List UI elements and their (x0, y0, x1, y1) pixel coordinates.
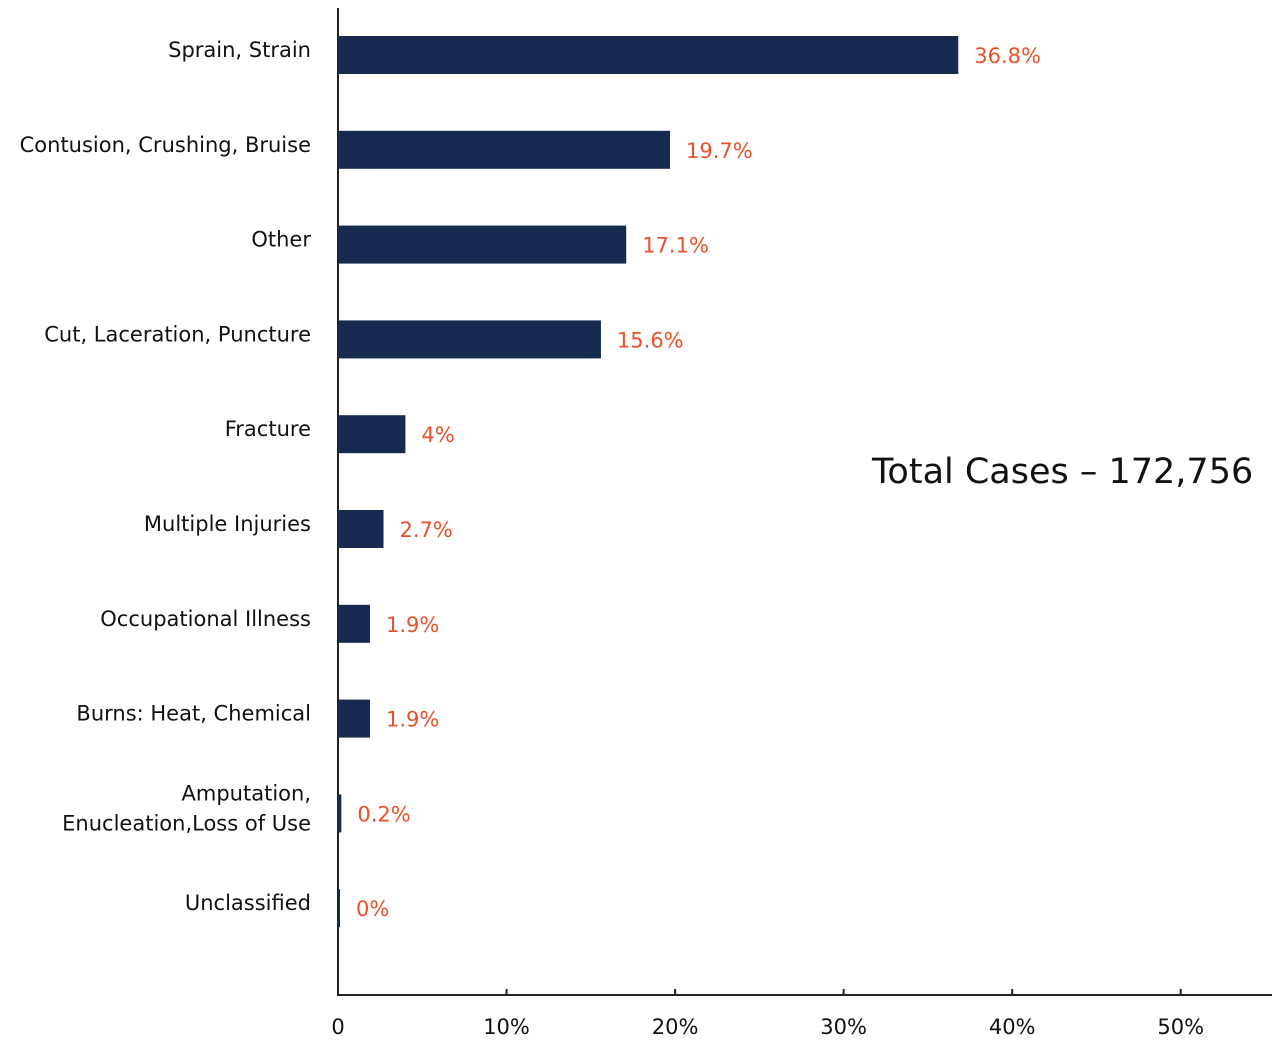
bar (338, 889, 340, 928)
value-label: 1.9% (386, 613, 439, 637)
y-tick-label: Amputation, Enucleation,Loss of Use (62, 781, 311, 835)
bar (338, 415, 406, 454)
value-label: 17.1% (642, 234, 709, 258)
value-label: 4% (421, 423, 454, 447)
value-label: 2.7% (400, 518, 453, 542)
y-tick-label: Multiple Injuries (144, 512, 311, 536)
bar (338, 604, 371, 643)
value-label: 0.2% (357, 802, 410, 826)
y-tick-label: Sprain, Strain (168, 38, 311, 62)
x-tick-label: 20% (652, 1015, 699, 1039)
x-tick-label: 50% (1157, 1015, 1204, 1039)
y-tick-label: Contusion, Crushing, Bruise (20, 133, 311, 157)
x-tick-label: 10% (483, 1015, 530, 1039)
y-tick-label: Cut, Laceration, Puncture (44, 322, 311, 346)
x-tick-label: 30% (820, 1015, 867, 1039)
y-tick-label: Unclassified (185, 891, 311, 915)
annotation: Total Cases – 172,756 (871, 452, 1253, 492)
y-tick-label: Other (251, 228, 311, 252)
value-label: 0% (356, 897, 389, 921)
bar (338, 794, 342, 833)
bar (338, 36, 959, 74)
bar (338, 130, 671, 169)
y-tick-label: Occupational Illness (100, 607, 311, 631)
x-tick-label: 40% (989, 1015, 1036, 1039)
bar (338, 510, 384, 548)
value-label: 36.8% (974, 44, 1041, 68)
value-label: 1.9% (386, 708, 439, 732)
y-tick-label: Burns: Heat, Chemical (76, 702, 311, 726)
y-tick-label: Fracture (225, 417, 311, 441)
value-label: 15.6% (617, 328, 684, 352)
bar (338, 225, 627, 264)
bar (338, 320, 601, 359)
bar (338, 699, 371, 738)
value-label: 19.7% (686, 139, 753, 163)
x-tick-label: 0 (331, 1015, 344, 1039)
